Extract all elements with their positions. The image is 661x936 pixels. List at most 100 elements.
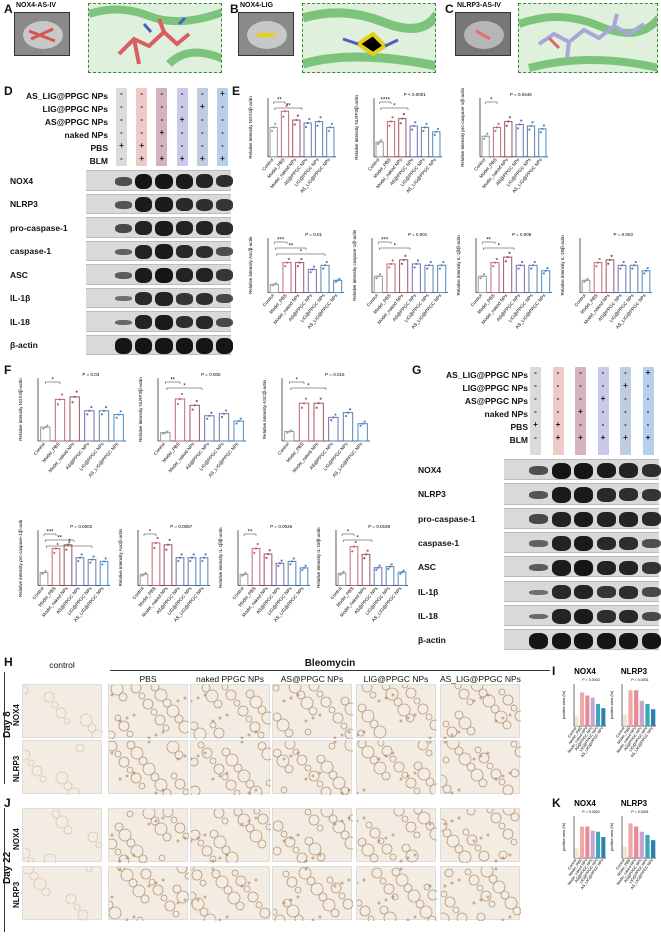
significance-bracket (342, 539, 373, 542)
alveolus (440, 890, 448, 898)
tissue-texture (270, 866, 354, 926)
alveolus (401, 815, 409, 823)
protein-band (175, 173, 193, 189)
stain-spot (428, 822, 432, 826)
alveolus (284, 738, 296, 750)
significance-stars: * (149, 530, 152, 536)
alveolus (498, 688, 506, 696)
stain-spot (428, 736, 432, 740)
alveolus (490, 812, 502, 824)
tissue-texture (436, 864, 522, 926)
treatment-sign: + (199, 154, 205, 163)
protein-band (135, 267, 153, 283)
quant-bar (634, 690, 639, 726)
data-point (531, 121, 534, 124)
alveolus (201, 747, 213, 759)
data-point (244, 571, 247, 575)
protein-band (175, 316, 193, 329)
quant-chart: NLRP3 P = 0.0001 positive area (%) Control M… (608, 798, 660, 932)
bar (349, 546, 359, 586)
alveolus (476, 912, 486, 922)
treatment-sign: + (119, 141, 124, 150)
alveolus (405, 713, 415, 723)
alveolus (265, 779, 273, 787)
alveolus (126, 730, 134, 738)
data-point (308, 117, 311, 121)
data-point (265, 556, 268, 559)
data-point (153, 546, 156, 550)
histology-tile (272, 680, 358, 740)
significance-stars: ** (170, 378, 175, 384)
alveolus (243, 885, 251, 893)
bar (477, 275, 487, 294)
p-value: P = 0.0446 (510, 92, 532, 97)
histology-tile (355, 866, 439, 925)
treatment-sign: - (221, 102, 224, 111)
protein-band (641, 632, 661, 649)
alveolus (85, 865, 93, 873)
histology-tile (104, 862, 192, 924)
alveolus (308, 814, 320, 826)
data-point (102, 560, 106, 563)
stain-spot (240, 740, 244, 744)
bar (385, 566, 395, 586)
stain-spot (203, 833, 207, 837)
data-point (327, 129, 330, 133)
x-tick-label: AS_LIG@PPGC NPs (207, 441, 239, 478)
bar (326, 126, 335, 158)
protein-band (551, 609, 571, 624)
stain-spot (450, 791, 454, 795)
stain-spot (311, 856, 315, 860)
stain-spot (161, 878, 165, 882)
quant-bar (622, 846, 627, 858)
panel-label-d: D (4, 84, 13, 98)
quant-title: NLRP3 (621, 667, 648, 676)
tissue-texture (189, 807, 273, 865)
bar (342, 412, 354, 442)
alveolus (255, 901, 263, 909)
treatment-sign: - (579, 381, 582, 390)
quant-bar (585, 695, 590, 726)
stain-spot (176, 839, 180, 843)
stain-spot (494, 859, 498, 863)
alveolus (162, 724, 170, 732)
alveolus (106, 740, 118, 752)
stain-spot (132, 713, 136, 717)
group-color-bar (116, 88, 127, 166)
protein-band (135, 221, 153, 236)
treatment-sign: - (556, 394, 560, 403)
alveolus (332, 820, 346, 834)
treatment-sign: - (534, 433, 537, 442)
bar (617, 264, 627, 294)
blot-strip (86, 334, 234, 355)
bar (386, 121, 396, 158)
x-tick-label: Control (567, 726, 577, 738)
stain-spot (486, 693, 490, 697)
stain-spot (384, 836, 388, 840)
alveolus (63, 781, 73, 791)
quant-bar (634, 826, 639, 858)
alveolus (154, 822, 168, 836)
alveolus (162, 832, 172, 842)
data-point (376, 566, 380, 569)
stain-spot (486, 833, 490, 837)
protein-band (216, 269, 234, 282)
p-value: P < 0.0001 (404, 92, 426, 97)
alveolus (502, 802, 516, 816)
alveolus (282, 870, 290, 878)
quant-bar (595, 703, 601, 726)
bar-chart: Relative intensity IL-18/β-actin Control M… (316, 520, 412, 652)
protein-band (596, 488, 616, 502)
data-point (60, 393, 64, 396)
protein-band (195, 268, 213, 283)
histology-tile (21, 861, 102, 921)
stain-spot (125, 716, 129, 720)
protein-band (551, 585, 571, 600)
significance-stars: ** (248, 530, 253, 536)
data-point (528, 128, 531, 131)
bar (275, 562, 285, 586)
data-point (401, 117, 404, 120)
alveolus (154, 714, 166, 726)
significance-stars: ** (288, 244, 293, 250)
group-color-bar (552, 367, 564, 455)
